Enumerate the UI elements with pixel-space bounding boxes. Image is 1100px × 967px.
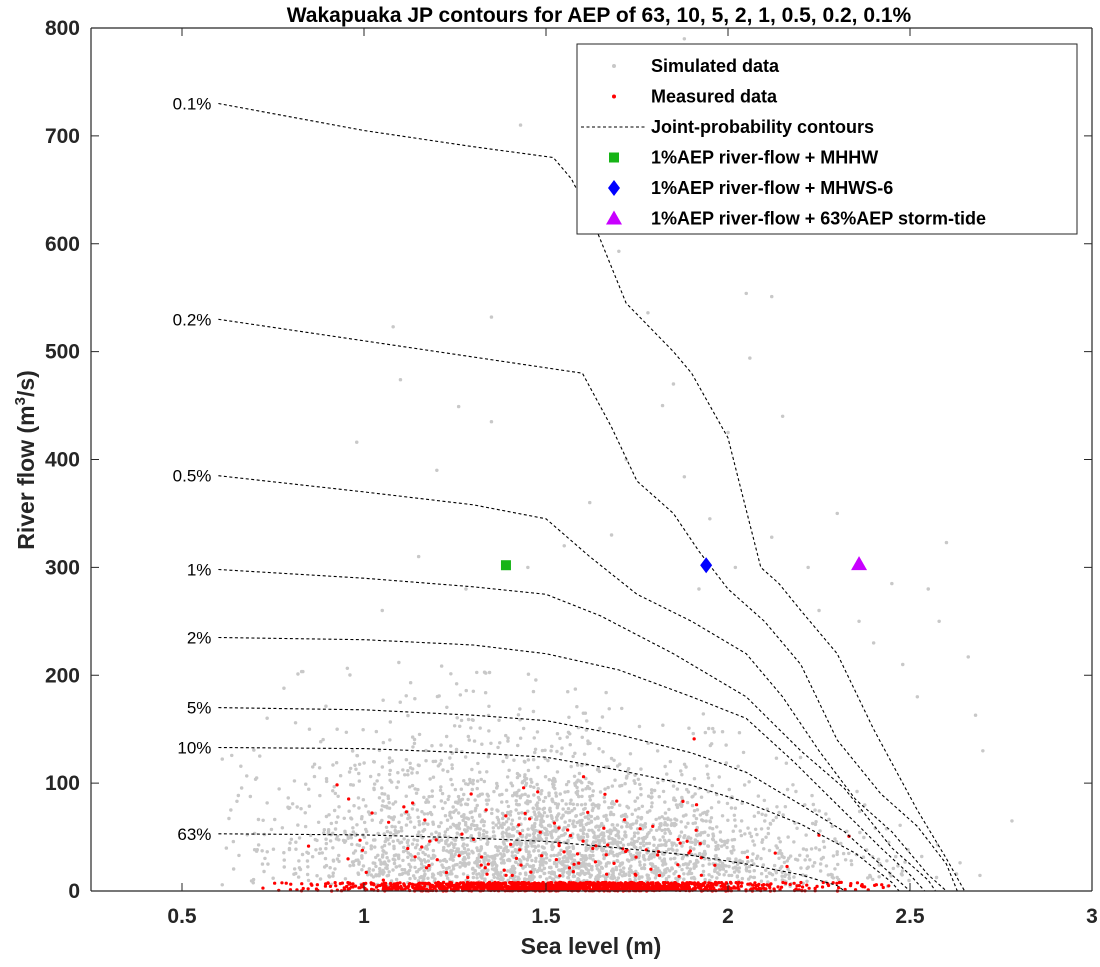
y-axis-label-superscript: 3	[12, 397, 29, 405]
contour-line-5	[218, 707, 911, 892]
highlight-marker-0	[500, 560, 511, 571]
legend-label-2: Joint-probability contours	[651, 117, 874, 137]
simulated-data-points	[220, 37, 1014, 893]
x-tick-label-3: 2	[722, 905, 734, 928]
contour-line-0	[218, 102, 966, 892]
legend-label-5: 1%AEP river-flow + 63%AEP storm-tide	[651, 209, 986, 229]
y-axis-label: River flow (m3/s)	[12, 370, 39, 550]
highlight-marker-2	[851, 556, 868, 571]
contour-label-4: 2%	[187, 628, 212, 647]
y-axis-label-main: River flow (m	[13, 405, 39, 549]
y-tick-label-2: 200	[45, 664, 80, 687]
legend-label-3: 1%AEP river-flow + MHHW	[651, 148, 878, 168]
y-tick-label-0: 0	[68, 880, 80, 903]
y-tick-label-1: 100	[45, 772, 80, 795]
simulated-data-layer	[220, 37, 1014, 893]
x-tick-label-0: 0.5	[167, 905, 197, 928]
contour-label-3: 1%	[187, 561, 212, 580]
chart-title: Wakapuaka JP contours for AEP of 63, 10,…	[287, 4, 912, 27]
contour-label-7: 63%	[177, 825, 211, 844]
legend-label-0: Simulated data	[651, 56, 780, 76]
contour-label-0: 0.1%	[173, 95, 212, 114]
y-tick-label-7: 700	[45, 125, 80, 148]
measured-data-layer	[261, 737, 891, 893]
contour-label-5: 5%	[187, 699, 212, 718]
legend-marker-4	[608, 180, 620, 196]
contour-label-2: 0.5%	[173, 467, 212, 486]
y-axis-label-tail: /s)	[13, 370, 39, 397]
contour-line-7	[218, 833, 845, 892]
x-tick-label-5: 3	[1086, 905, 1098, 928]
contour-label-1: 0.2%	[173, 310, 212, 329]
y-tick-label-8: 800	[45, 17, 80, 40]
marker-layer	[500, 556, 868, 574]
highlight-marker-1	[700, 557, 713, 574]
legend-label-1: Measured data	[651, 87, 778, 107]
legend-marker-5	[606, 210, 622, 225]
legend-marker-3	[609, 152, 619, 163]
y-tick-label-3: 300	[45, 556, 80, 579]
y-tick-label-6: 600	[45, 233, 80, 256]
contour-layer: 0.1% 0.2% 0.5% 1% 2% 5% 10% 63%	[173, 95, 966, 892]
x-tick-label-1: 1	[358, 905, 370, 928]
y-axis-ticks: 0 100 200 300 400 500 600 700 800	[45, 17, 1092, 903]
contour-label-6: 10%	[177, 739, 211, 758]
x-axis-ticks: 0.5 1 1.5 2 2.5 3	[167, 28, 1098, 928]
contour-line-2	[218, 475, 947, 892]
contour-line-1	[218, 318, 958, 892]
legend: Simulated data Measured data Joint-probabi…	[576, 43, 1078, 235]
legend-marker-1	[612, 94, 616, 99]
contour-line-4	[218, 636, 926, 892]
y-tick-label-5: 500	[45, 341, 80, 364]
legend-label-4: 1%AEP river-flow + MHWS-6	[651, 178, 893, 198]
x-tick-label-4: 2.5	[895, 905, 925, 928]
measured-data-points	[261, 737, 891, 893]
x-axis-label: Sea level (m)	[521, 933, 662, 959]
x-tick-label-2: 1.5	[531, 905, 561, 928]
y-tick-label-4: 400	[45, 449, 80, 472]
legend-box	[576, 43, 1078, 235]
contour-line-3	[218, 568, 936, 892]
legend-marker-0	[612, 64, 616, 68]
